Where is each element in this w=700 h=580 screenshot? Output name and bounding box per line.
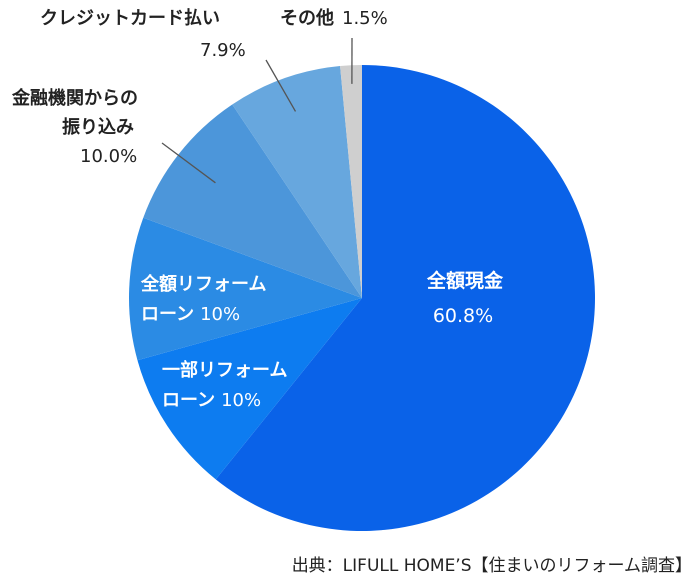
slice-label-partial-loan-line1: 一部リフォーム [162, 359, 287, 381]
slice-value-other: 1.5% [342, 8, 388, 29]
pie-slices [128, 65, 596, 531]
pie-slice-other [340, 65, 362, 298]
pie-slice-full-loan [128, 217, 362, 361]
slice-value-bank-transfer: 10.0% [80, 146, 137, 167]
slice-label-other: その他 [280, 7, 334, 29]
slice-label-bank-transfer-line1: 金融機関からの [11, 87, 138, 109]
leader-line-credit-card [265, 59, 297, 112]
slice-label-full-loan-line2-text: ローン [141, 304, 194, 325]
pie-slice-full-cash [215, 65, 596, 531]
source-note: 出典：LIFULL HOME’S【住まいのリフォーム調査】 [291, 556, 692, 576]
pie-slice-partial-loan [137, 298, 362, 480]
slice-value-full-cash: 60.8% [433, 305, 493, 327]
slice-label-partial-loan-line2-text: ローン [162, 390, 215, 411]
slice-label-bank-transfer-line2: 振り込み [62, 116, 134, 138]
slice-labels: 全額現金 60.8% 一部リフォーム ローン 10% 全額リフォーム ローン 10%… [11, 7, 504, 411]
pie-slice-credit-card [232, 66, 362, 299]
slice-label-full-cash: 全額現金 [426, 269, 504, 292]
slice-label-full-loan-line2: ローン 10% [141, 304, 240, 325]
slice-label-credit-card: クレジットカード払い [40, 7, 220, 29]
leader-lines [161, 37, 353, 184]
pie-slice-bank-transfer [143, 104, 362, 298]
leader-line-bank-transfer [161, 142, 216, 184]
slice-value-partial-loan: 10% [221, 390, 261, 411]
slice-label-other-line: その他 1.5% [280, 7, 388, 29]
slice-value-full-loan: 10% [200, 304, 240, 325]
slice-label-partial-loan-line2: ローン 10% [162, 390, 261, 411]
slice-label-full-loan-line1: 全額リフォーム [140, 273, 266, 295]
slice-value-credit-card: 7.9% [200, 40, 246, 61]
